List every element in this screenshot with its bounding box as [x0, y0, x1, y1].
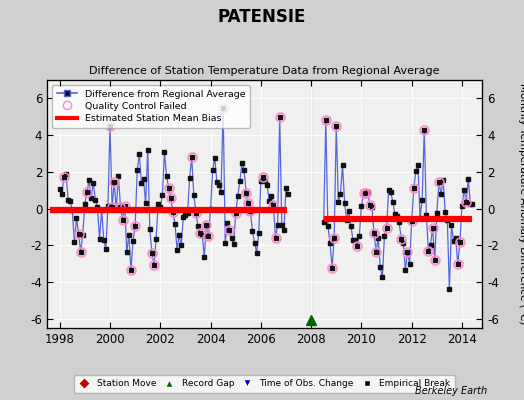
Y-axis label: Monthly Temperature Anomaly Difference (°C): Monthly Temperature Anomaly Difference (…	[518, 83, 524, 325]
Text: Berkeley Earth: Berkeley Earth	[415, 386, 487, 396]
Title: Difference of Station Temperature Data from Regional Average: Difference of Station Temperature Data f…	[90, 66, 440, 76]
Legend: Station Move, Record Gap, Time of Obs. Change, Empirical Break: Station Move, Record Gap, Time of Obs. C…	[74, 375, 455, 393]
Text: PATENSIE: PATENSIE	[218, 8, 306, 26]
